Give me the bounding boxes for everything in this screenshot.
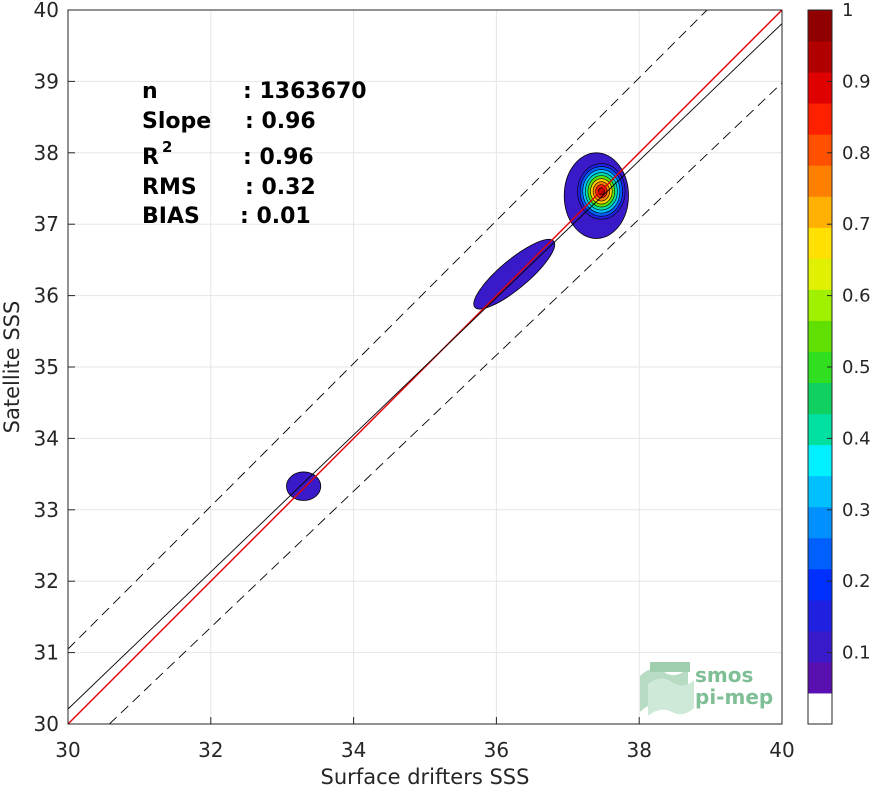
colorbar-tick-label: 0.2 bbox=[842, 571, 871, 592]
colorbar-segment bbox=[808, 165, 832, 197]
colorbar: 0.1 0.2 0.3 0.4 0.5 0.6 0.7 0.8 0.9 1 bbox=[807, 0, 871, 725]
colorbar-segment bbox=[808, 630, 832, 663]
colorbar-tick-label: 0.6 bbox=[842, 286, 871, 307]
colorbar-segment bbox=[808, 506, 832, 539]
colorbar-tick-label: 0.5 bbox=[842, 357, 871, 378]
y-tick-label: 31 bbox=[34, 641, 59, 665]
colorbar-segment bbox=[808, 289, 832, 321]
colorbar-tick-label: 0.9 bbox=[842, 71, 871, 92]
logo-waves-icon bbox=[640, 662, 694, 716]
colorbar-segment bbox=[808, 692, 832, 725]
colorbar-tick-label: 0.3 bbox=[842, 500, 871, 521]
line-1-1 bbox=[68, 10, 782, 724]
x-axis-label: Surface drifters SSS bbox=[321, 765, 530, 787]
y-tick-label: 37 bbox=[34, 212, 59, 236]
line-regression bbox=[68, 23, 782, 710]
colorbar-segment bbox=[808, 103, 832, 135]
colorbar-tick-label: 1 bbox=[842, 0, 853, 21]
stat-rms-value: : 0.32 bbox=[245, 175, 316, 200]
y-tick-label: 30 bbox=[34, 712, 59, 736]
x-tick-label: 38 bbox=[626, 738, 651, 762]
y-axis-label: Satellite SSS bbox=[0, 301, 24, 434]
x-tick-label: 40 bbox=[769, 738, 794, 762]
y-tick-label: 32 bbox=[34, 569, 59, 593]
x-tick-label: 30 bbox=[55, 738, 80, 762]
stat-slope-label: Slope bbox=[142, 109, 211, 134]
colorbar-segment bbox=[808, 568, 832, 601]
y-tick-label: 40 bbox=[34, 0, 59, 22]
y-tick-label: 33 bbox=[34, 498, 59, 522]
colorbar-segment bbox=[808, 227, 832, 259]
logo-line1: smos bbox=[695, 663, 753, 687]
x-tick-label: 32 bbox=[198, 738, 223, 762]
stat-rms-label: RMS bbox=[142, 175, 197, 200]
y-tick-label: 38 bbox=[34, 141, 59, 165]
x-tick-label: 34 bbox=[341, 738, 366, 762]
colorbar-segment bbox=[808, 475, 832, 508]
colorbar-segment bbox=[808, 413, 832, 446]
x-tick-label: 36 bbox=[484, 738, 509, 762]
colorbar-segment bbox=[808, 72, 832, 104]
y-tick-label: 39 bbox=[34, 69, 59, 93]
density-clusters bbox=[286, 152, 629, 501]
stat-n-value: : 1363670 bbox=[243, 79, 367, 104]
stat-slope-value: : 0.96 bbox=[245, 109, 316, 134]
stat-r2-label: R bbox=[142, 145, 159, 170]
colorbar-segment bbox=[808, 10, 832, 42]
colorbar-segment bbox=[808, 258, 832, 290]
stat-r2-sup: 2 bbox=[162, 138, 172, 156]
y-tick-label: 36 bbox=[34, 284, 59, 308]
colorbar-segment bbox=[808, 599, 832, 632]
y-axis-ticks: 30 31 32 33 34 35 36 37 38 39 40 bbox=[34, 0, 75, 736]
line-lower-bound bbox=[109, 82, 782, 724]
stat-n-label: n bbox=[142, 79, 158, 104]
smos-pi-mep-logo: smos pi-mep bbox=[640, 662, 773, 716]
colorbar-segment bbox=[808, 537, 832, 570]
colorbar-segment bbox=[808, 41, 832, 73]
colorbar-tick-label: 0.1 bbox=[842, 643, 871, 664]
line-upper-bound bbox=[68, 10, 708, 650]
colorbar-segment bbox=[808, 661, 832, 694]
logo-line2: pi-mep bbox=[695, 685, 773, 709]
x-axis-ticks: 30 32 34 36 38 40 bbox=[55, 717, 795, 762]
colorbar-segment bbox=[808, 196, 832, 228]
colorbar-segment bbox=[808, 382, 832, 415]
y-tick-label: 35 bbox=[34, 355, 59, 379]
stat-r2-value: : 0.96 bbox=[243, 145, 314, 170]
y-tick-label: 34 bbox=[34, 426, 59, 450]
stat-bias-value: : 0.01 bbox=[240, 204, 311, 229]
colorbar-segment bbox=[808, 134, 832, 166]
stats-box: n : 1363670 Slope : 0.96 R 2 : 0.96 RMS … bbox=[142, 79, 367, 229]
stat-bias-label: BIAS bbox=[142, 204, 200, 229]
colorbar-tick-label: 0.7 bbox=[842, 214, 871, 235]
colorbar-segment bbox=[808, 320, 832, 352]
colorbar-segment bbox=[808, 444, 832, 477]
reference-lines bbox=[68, 10, 782, 724]
colorbar-tick-label: 0.8 bbox=[842, 143, 871, 164]
colorbar-tick-label: 0.4 bbox=[842, 428, 871, 449]
